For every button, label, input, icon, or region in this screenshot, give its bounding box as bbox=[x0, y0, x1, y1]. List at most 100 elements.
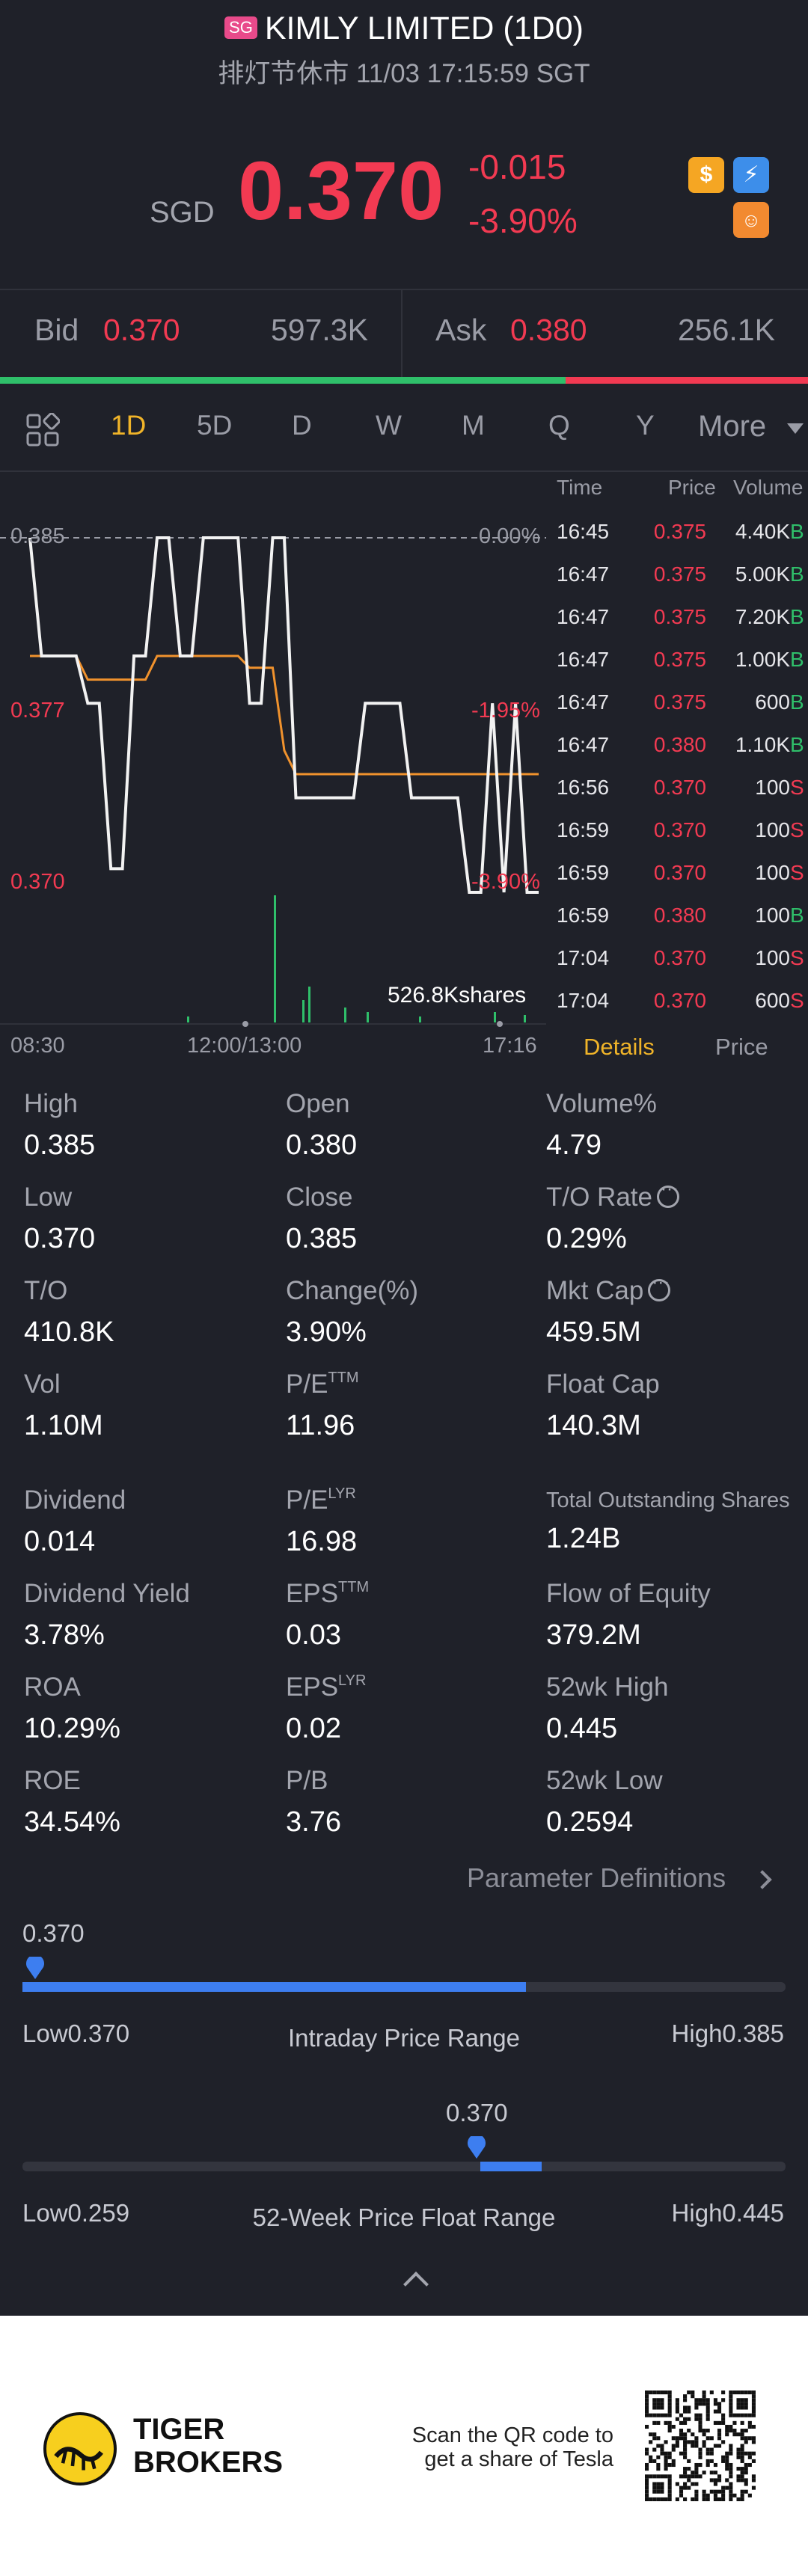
tick-vol: 100 bbox=[755, 861, 790, 884]
turnover-rate-value: 0.29% bbox=[546, 1223, 627, 1254]
52wk-low-label: 52wk Low bbox=[546, 1766, 663, 1795]
tick-time: 16:47 bbox=[557, 562, 610, 586]
mkt-cap-label: Mkt Cap bbox=[546, 1272, 671, 1306]
volume-bar bbox=[187, 1016, 189, 1022]
tab-y[interactable]: Y bbox=[636, 410, 655, 441]
turnover-value: 410.8K bbox=[24, 1316, 114, 1348]
tab-w[interactable]: W bbox=[376, 410, 402, 441]
tick-vol: 600 bbox=[755, 690, 790, 714]
bid-ratio-bar bbox=[0, 377, 566, 384]
tick-side: B bbox=[790, 690, 804, 714]
tick-time: 17:04 bbox=[557, 946, 610, 969]
tick-side: S bbox=[790, 818, 804, 841]
chevron-right-icon[interactable] bbox=[753, 1870, 772, 1889]
more-dropdown-icon[interactable] bbox=[787, 423, 804, 434]
tab-q[interactable]: Q bbox=[548, 410, 570, 441]
tick-vol: 100 bbox=[755, 946, 790, 969]
tick-side: B bbox=[790, 520, 804, 543]
tick-vol: 100 bbox=[755, 776, 790, 799]
intraday-chart[interactable] bbox=[0, 473, 546, 1033]
last-price: 0.370 bbox=[238, 145, 444, 237]
tab-d[interactable]: D bbox=[292, 410, 312, 441]
flash-icon[interactable]: ⚡ bbox=[733, 157, 769, 193]
vol-value: 1.10M bbox=[24, 1410, 103, 1441]
qr-code-icon bbox=[645, 2391, 756, 2501]
roe-value: 34.54% bbox=[24, 1806, 120, 1838]
tiger-logo-icon bbox=[43, 2412, 117, 2485]
dollar-icon[interactable]: $ bbox=[688, 157, 724, 193]
chart-layout-icon[interactable] bbox=[25, 413, 60, 447]
roa-label: ROA bbox=[24, 1672, 81, 1702]
ticks-header-price: Price bbox=[668, 476, 716, 499]
tab-price[interactable]: Price bbox=[715, 1034, 768, 1060]
bid-ask-divider bbox=[401, 289, 403, 377]
dividend-label: Dividend bbox=[24, 1485, 126, 1515]
tick-time: 17:04 bbox=[557, 989, 610, 1012]
tick-time: 16:59 bbox=[557, 904, 610, 927]
tab-details[interactable]: Details bbox=[584, 1034, 655, 1060]
tick-vol: 1.10K bbox=[735, 733, 790, 756]
info-icon[interactable] bbox=[656, 1179, 679, 1208]
qr-caption-line1: Scan the QR code to bbox=[411, 2423, 613, 2447]
low-label: Low bbox=[24, 1183, 73, 1212]
52week-range-title: 52-Week Price Float Range bbox=[252, 2204, 556, 2231]
pct-label-bottom: -3.90% bbox=[471, 870, 540, 894]
low-value: 0.370 bbox=[24, 1223, 96, 1254]
margin-icon[interactable]: ☺ bbox=[733, 202, 769, 238]
volume-bar bbox=[367, 1012, 369, 1022]
tick-time: 16:59 bbox=[557, 861, 610, 884]
currency-label: SGD bbox=[150, 196, 215, 229]
tick-time: 16:47 bbox=[557, 690, 610, 714]
volume-label: 526.8Kshares bbox=[388, 983, 527, 1008]
volume-bar bbox=[308, 987, 310, 1022]
tick-price: 0.380 bbox=[653, 904, 706, 927]
pb-value: 3.76 bbox=[286, 1806, 341, 1838]
tick-side: B bbox=[790, 605, 804, 628]
qr-caption-line2: get a share of Tesla bbox=[424, 2447, 613, 2471]
volume-pct-label: Volume% bbox=[546, 1089, 657, 1118]
tick-vol: 5.00K bbox=[735, 562, 790, 586]
tab-1d[interactable]: 1D bbox=[111, 410, 147, 441]
flow-of-equity-value: 379.2M bbox=[546, 1619, 641, 1651]
bid-label: Bid bbox=[34, 313, 79, 347]
mkt-cap-value: 459.5M bbox=[546, 1316, 641, 1348]
pe-lyr-label: P/ELYR bbox=[286, 1485, 356, 1515]
tick-row: 16:59 0.380 100 B bbox=[552, 893, 808, 936]
info-icon[interactable] bbox=[648, 1272, 671, 1301]
y-label-bottom: 0.370 bbox=[10, 870, 65, 894]
total-shares-value: 1.24B bbox=[546, 1523, 621, 1554]
volume-bar bbox=[524, 1015, 526, 1022]
ticks-header-time: Time bbox=[557, 476, 603, 499]
market-status: 排灯节休市 11/03 17:15:59 SGT bbox=[218, 59, 590, 88]
time-label-end: 17:16 bbox=[483, 1034, 537, 1058]
52week-range-track bbox=[22, 2162, 786, 2171]
float-cap-value: 140.3M bbox=[546, 1410, 641, 1441]
tab-m[interactable]: M bbox=[462, 410, 485, 441]
tick-vol: 100 bbox=[755, 904, 790, 927]
tick-row: 16:47 0.375 5.00K B bbox=[552, 552, 808, 595]
tick-vol: 1.00K bbox=[735, 648, 790, 671]
tick-side: S bbox=[790, 946, 804, 969]
volume-bar bbox=[419, 1016, 421, 1022]
collapse-icon[interactable] bbox=[403, 2272, 429, 2297]
pct-label-mid: -1.95% bbox=[471, 699, 540, 723]
tick-time: 16:45 bbox=[557, 520, 610, 543]
tick-vol: 7.20K bbox=[735, 605, 790, 628]
close-value: 0.385 bbox=[286, 1223, 358, 1254]
tick-side: B bbox=[790, 648, 804, 671]
dividend-yield-label: Dividend Yield bbox=[24, 1579, 190, 1608]
high-value: 0.385 bbox=[24, 1129, 96, 1161]
volume-bar bbox=[494, 1012, 496, 1022]
tick-time: 16:47 bbox=[557, 648, 610, 671]
tick-time: 16:47 bbox=[557, 733, 610, 756]
parameter-definitions-link[interactable]: Parameter Definitions bbox=[467, 1862, 726, 1893]
dividend-yield-value: 3.78% bbox=[24, 1619, 105, 1651]
tick-row: 16:59 0.370 100 S bbox=[552, 850, 808, 893]
volume-pct-value: 4.79 bbox=[546, 1129, 602, 1161]
stock-title: SG KIMLY LIMITED (1D0) bbox=[0, 10, 808, 47]
tab-more[interactable]: More bbox=[698, 410, 767, 443]
tick-side: S bbox=[790, 776, 804, 799]
intraday-range-title: Intraday Price Range bbox=[287, 2024, 520, 2052]
tick-price: 0.375 bbox=[653, 605, 706, 628]
tab-5d[interactable]: 5D bbox=[197, 410, 233, 441]
